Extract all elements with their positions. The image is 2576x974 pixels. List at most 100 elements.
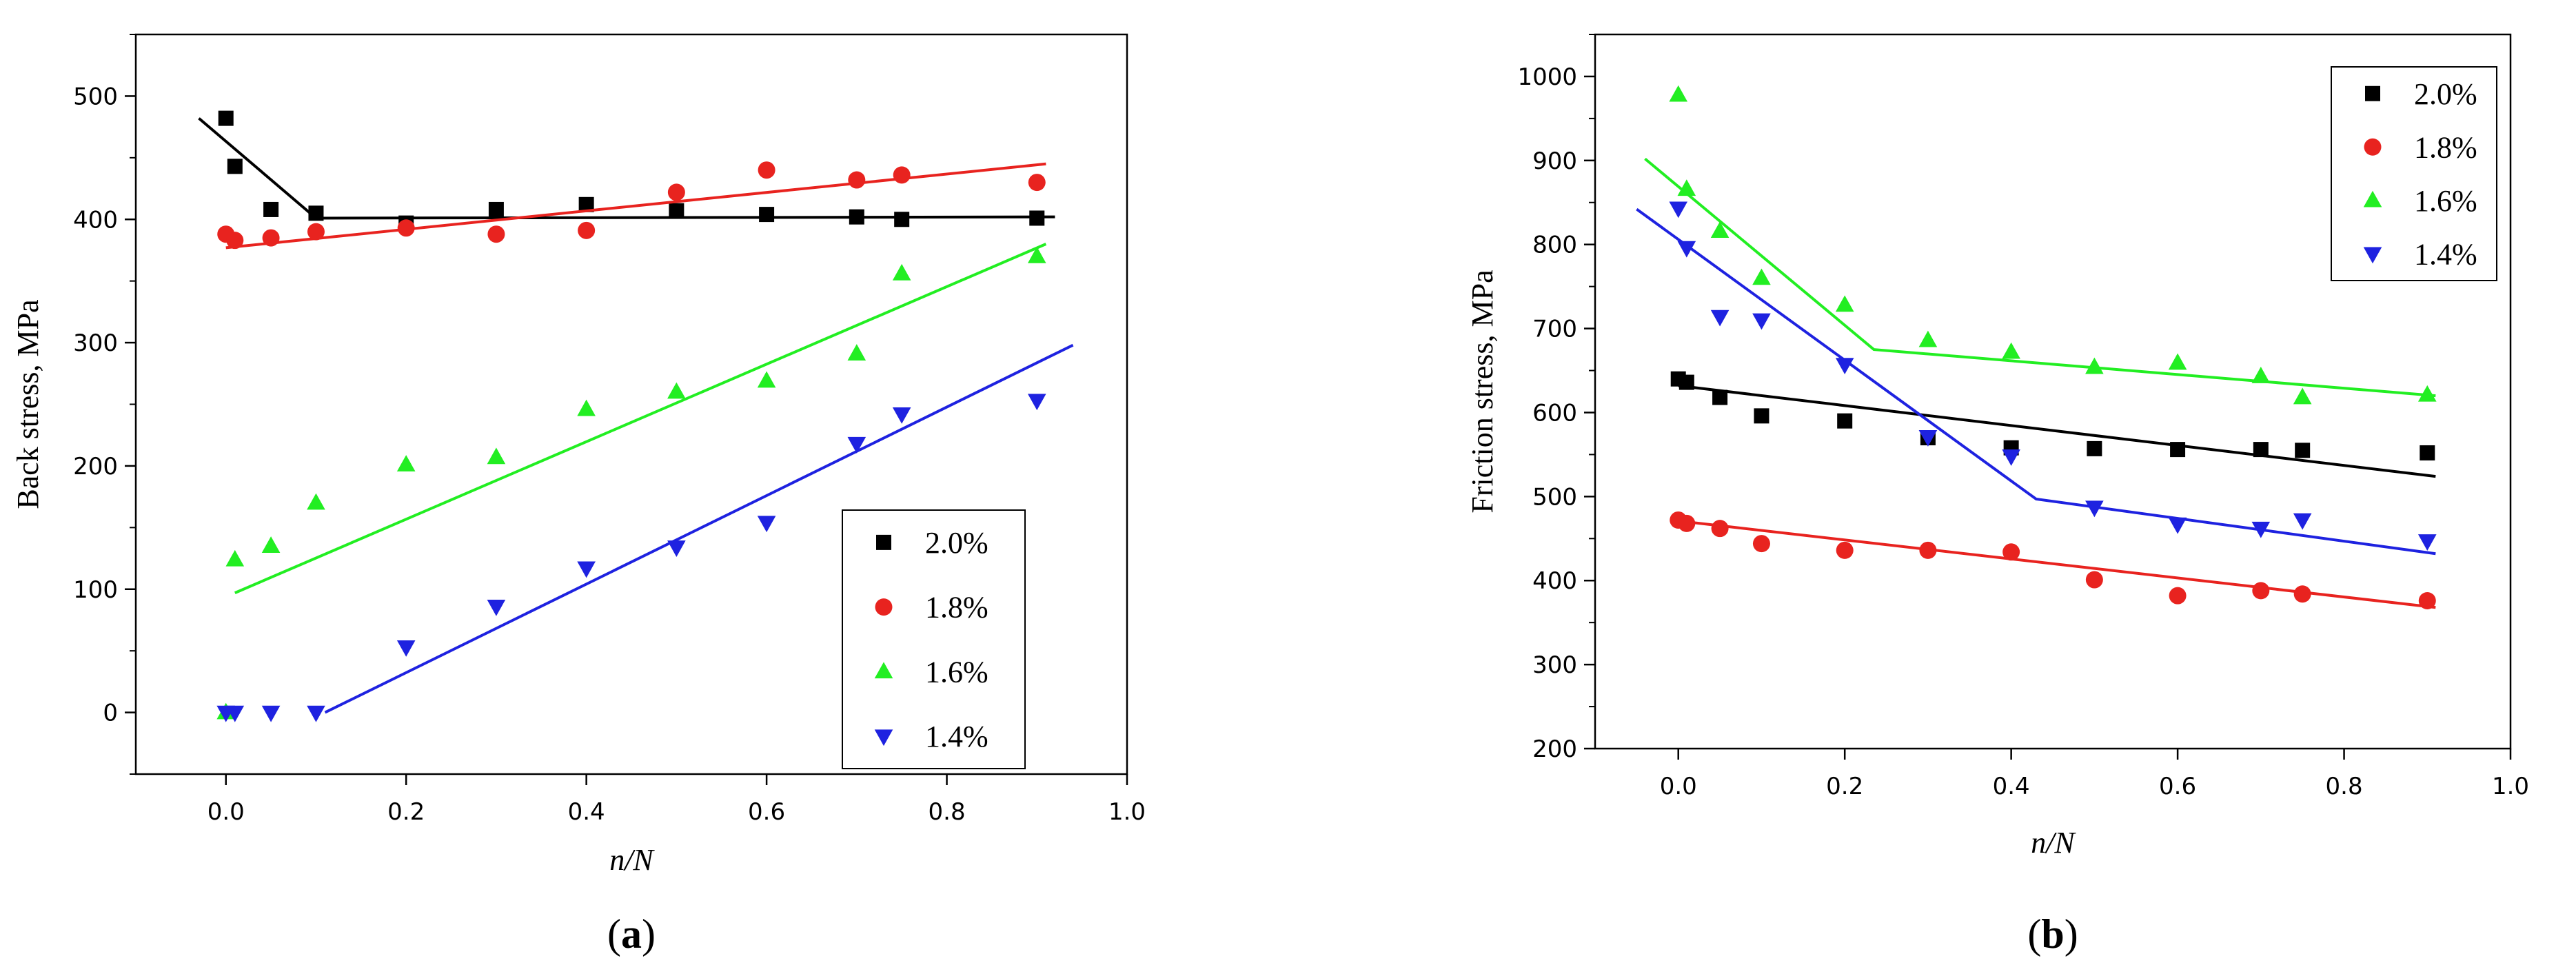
fit-line [198, 117, 1055, 220]
data-point [307, 223, 325, 241]
data-point [1836, 541, 1854, 559]
data-point [2293, 513, 2312, 530]
fit-line [225, 162, 1046, 250]
data-point [1027, 394, 1046, 411]
caption-open-paren: ( [2027, 911, 2041, 957]
data-point [757, 371, 776, 388]
y-tick-label: 1000 [1517, 63, 1577, 91]
x-axis-title: n/N [2031, 826, 2076, 860]
x-tick-label: 0.2 [387, 798, 425, 826]
legend-marker [874, 662, 893, 679]
data-point [1710, 310, 1730, 327]
caption-letter: b [2041, 911, 2064, 957]
data-point [2085, 571, 2103, 589]
legend-marker [2363, 247, 2382, 264]
legend-marker [2363, 190, 2382, 207]
data-point [2002, 449, 2020, 466]
series-1-8pct [217, 161, 1046, 250]
fit-line [1636, 207, 2436, 556]
data-point [307, 493, 325, 510]
data-point [2169, 587, 2187, 605]
x-tick-label: 0.6 [748, 798, 785, 826]
y-tick-label: 200 [73, 453, 118, 480]
data-point [1679, 374, 1694, 390]
x-tick-label: 1.0 [1108, 798, 1146, 826]
series-1-4pct [216, 343, 1074, 722]
x-tick-label: 0.0 [1660, 773, 1697, 800]
data-point [488, 201, 504, 217]
data-point [669, 203, 684, 219]
data-point [758, 161, 775, 179]
legend-label: 1.8% [925, 591, 988, 625]
legend-marker [2365, 85, 2380, 101]
data-point [1752, 268, 1771, 285]
data-point [1677, 179, 1696, 196]
data-point [667, 540, 686, 557]
legend: 2.0% 1.8% 1.6% 1.4% [842, 509, 1026, 769]
data-point [1712, 389, 1728, 405]
data-point [2170, 442, 2186, 458]
data-point [1835, 358, 1854, 374]
data-point [578, 196, 594, 212]
data-point [2251, 521, 2271, 538]
series-1-4pct [1636, 201, 2437, 556]
data-point [1918, 330, 1938, 347]
data-point [1754, 408, 1769, 424]
x-axis-title: n/N [609, 843, 655, 877]
data-point [757, 516, 776, 533]
data-point [2087, 440, 2102, 456]
y-tick-label: 400 [1532, 567, 1577, 595]
data-point [2002, 342, 2020, 359]
caption-letter: a [621, 911, 642, 957]
y-tick-label: 500 [73, 83, 118, 110]
x-tick-label: 0.4 [568, 798, 605, 826]
x-tick-label: 0.8 [2326, 773, 2363, 800]
data-point [2251, 367, 2271, 383]
y-tick-label: 700 [1532, 316, 1577, 343]
data-point [1835, 295, 1854, 312]
data-point [577, 561, 596, 578]
fit-line [1644, 157, 2436, 398]
y-axis-title: Friction stress, MPa [1466, 270, 1499, 513]
data-point [1752, 535, 1770, 553]
data-point [396, 640, 416, 657]
data-point [1678, 514, 1696, 532]
y-tick-label: 400 [73, 206, 118, 234]
data-point [849, 209, 864, 225]
data-point [487, 447, 506, 465]
data-point [263, 201, 279, 217]
legend-box [842, 509, 1026, 769]
data-point [2418, 591, 2436, 609]
y-tick-label: 0 [103, 700, 118, 727]
data-point [577, 399, 596, 416]
legend-box [2331, 66, 2497, 281]
legend-marker [874, 729, 893, 747]
legend-label: 1.4% [925, 720, 988, 753]
data-point [892, 263, 911, 281]
data-point [1919, 541, 1937, 559]
y-axis-title: Back stress, MPa [11, 299, 45, 509]
data-point [2085, 357, 2104, 374]
series-2-0pct [198, 110, 1055, 231]
data-point [1837, 413, 1853, 429]
data-point [894, 212, 910, 227]
x-tick-label: 0.2 [1826, 773, 1863, 800]
y-tick-label: 800 [1532, 232, 1577, 259]
data-point [226, 232, 244, 250]
data-point [1669, 201, 1688, 219]
series-1-8pct [1670, 511, 2436, 609]
data-point [667, 382, 686, 399]
caption-close-paren: ) [642, 911, 656, 957]
y-tick-label: 300 [73, 329, 118, 357]
caption-close-paren: ) [2065, 911, 2078, 957]
fit-line [324, 343, 1074, 714]
data-point [262, 229, 280, 247]
data-point [225, 549, 245, 567]
data-point [487, 225, 505, 243]
x-tick-label: 0.0 [207, 798, 245, 826]
data-point [2417, 534, 2437, 551]
data-point [261, 705, 281, 722]
data-point [2420, 445, 2435, 460]
data-point [1028, 174, 1046, 192]
